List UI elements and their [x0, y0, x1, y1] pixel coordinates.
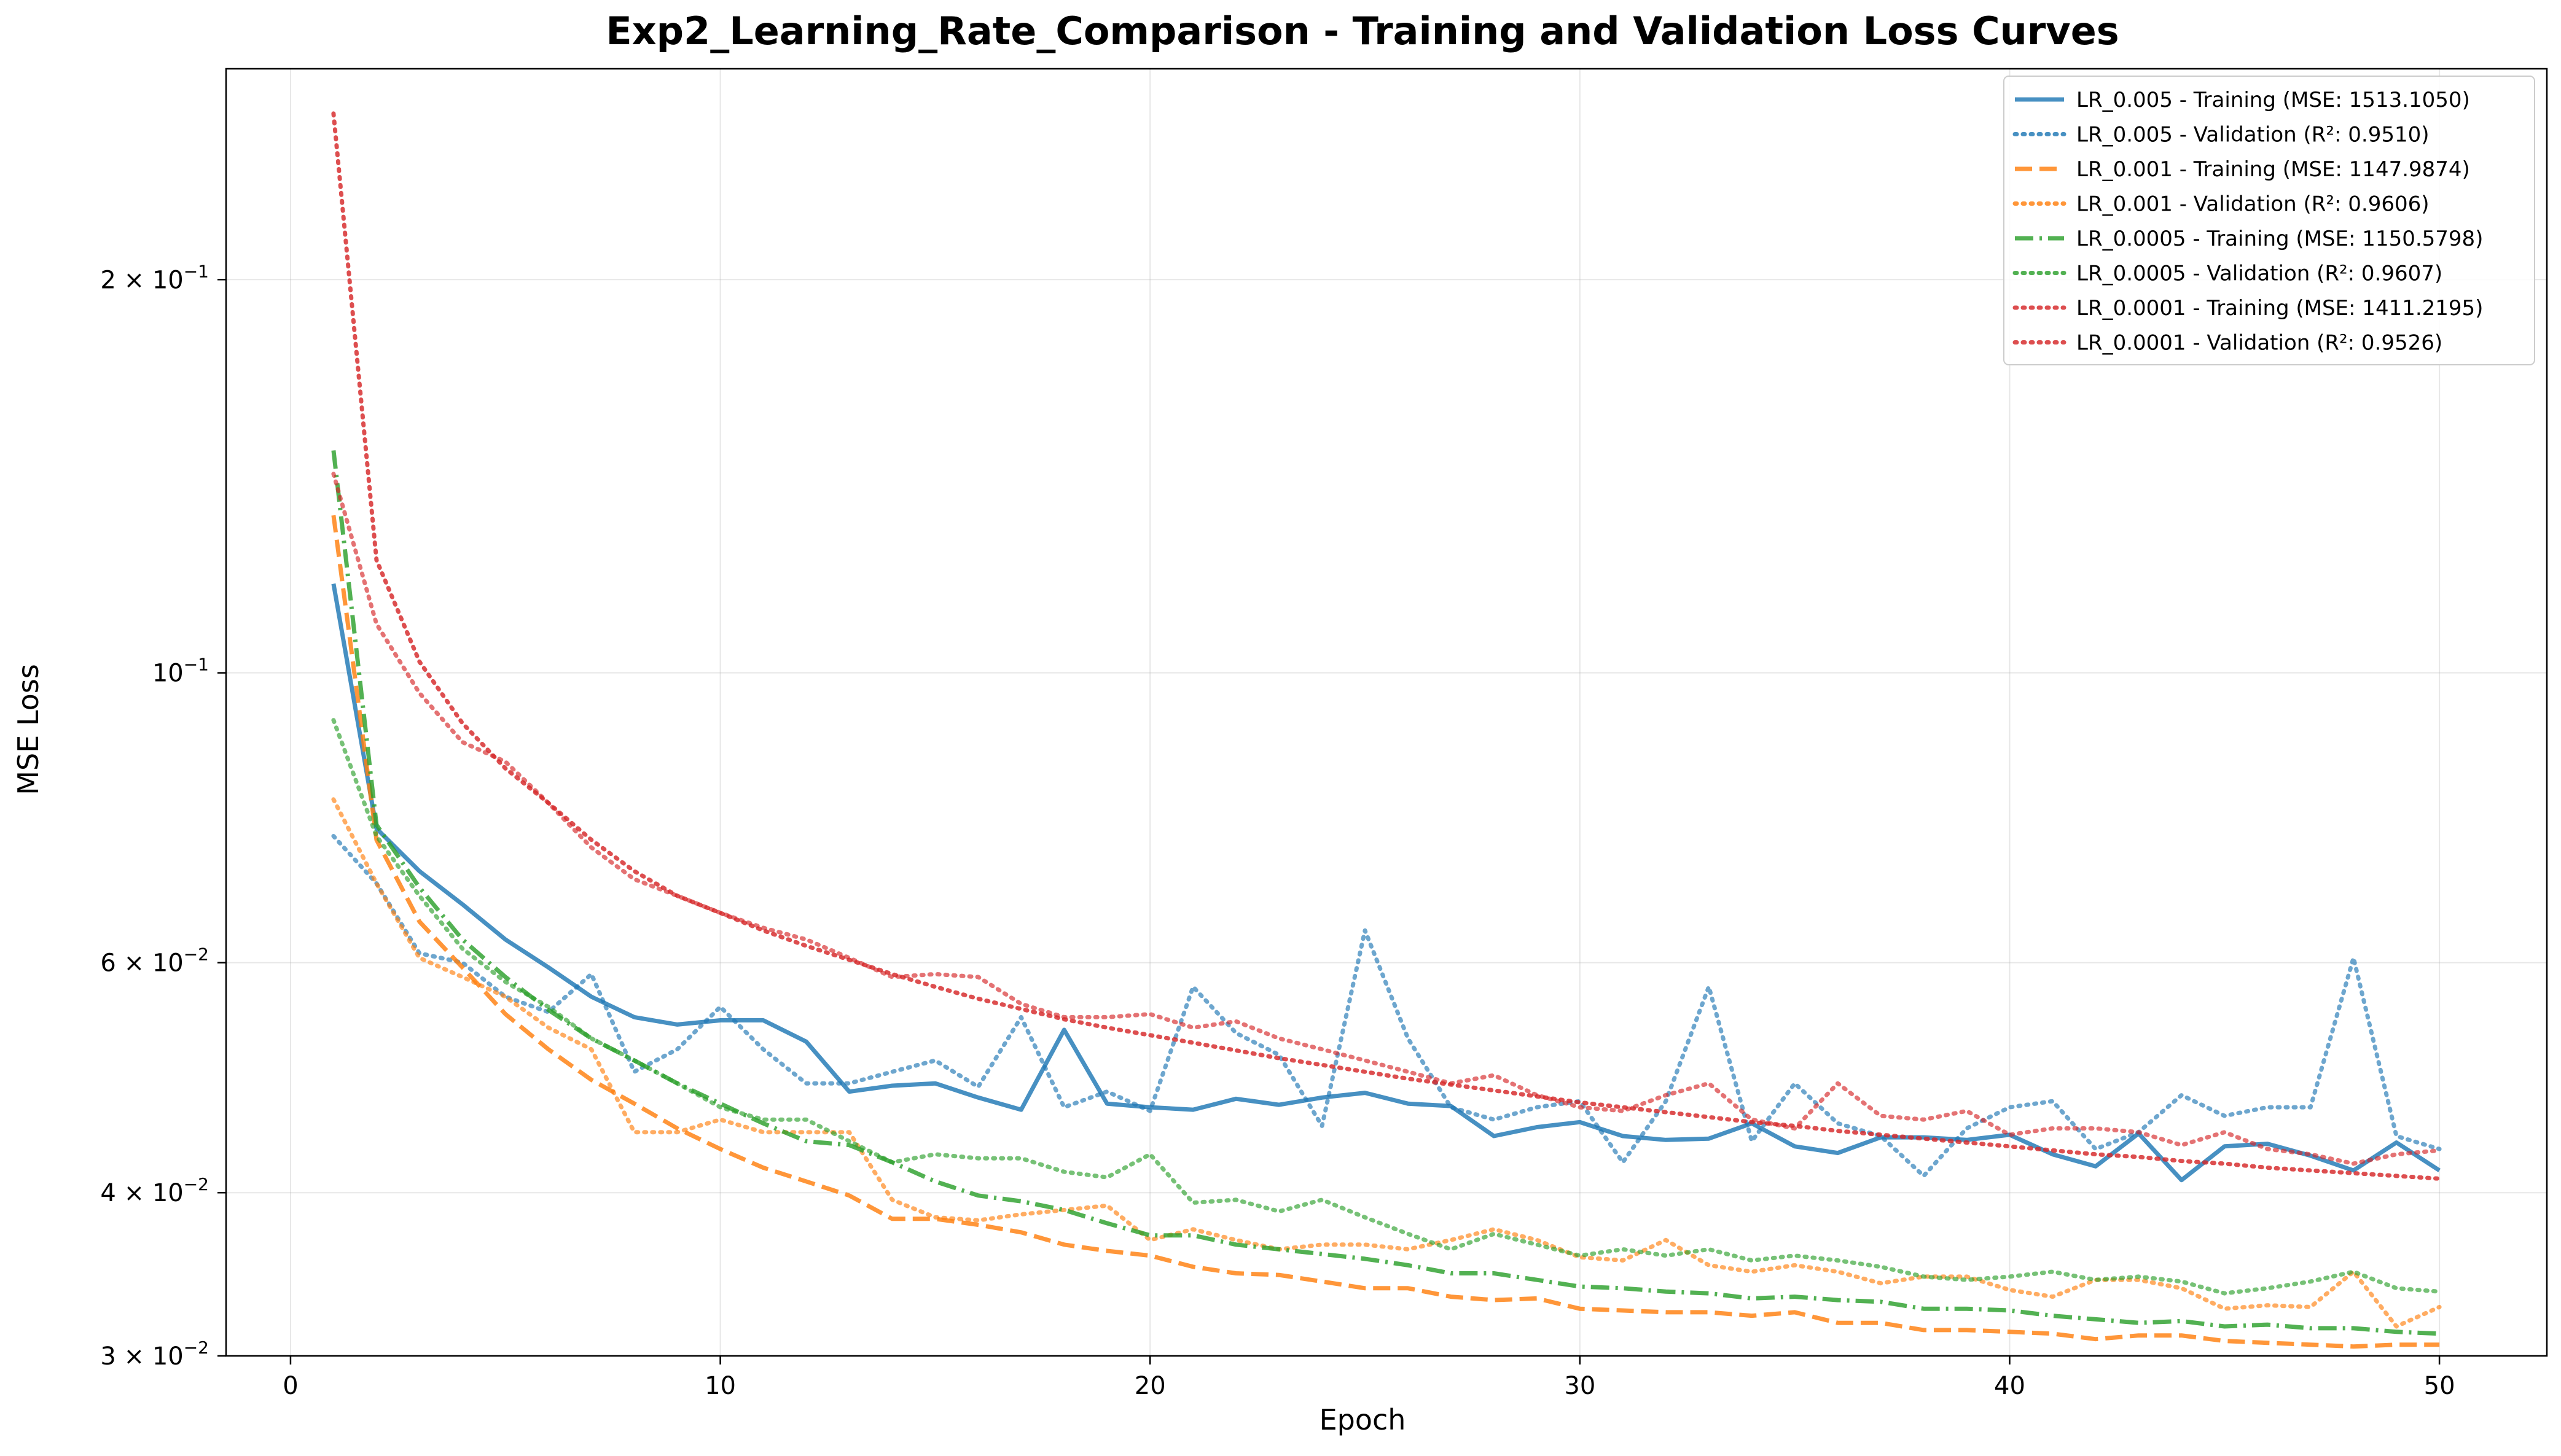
x-tick-label: 20	[1135, 1372, 1166, 1400]
y-tick-label: 2 × 10−1	[100, 261, 209, 294]
legend-label: LR_0.001 - Training (MSE: 1147.9874)	[2076, 157, 2470, 182]
x-tick-label: 30	[1564, 1372, 1595, 1400]
y-tick-exponent: −2	[184, 944, 209, 965]
series-line-8	[331, 472, 2442, 1166]
y-tick-mantissa: 10	[152, 660, 184, 688]
y-tick-mantissa: 4 × 10	[100, 1179, 183, 1207]
legend-label: LR_0.0001 - Training (MSE: 1411.2195)	[2076, 296, 2483, 321]
y-axis-label: MSE Loss	[12, 664, 45, 795]
x-tick-label: 0	[283, 1372, 298, 1400]
y-tick-exponent: −2	[184, 1174, 209, 1194]
series-line-6	[331, 718, 2442, 1296]
legend-label: LR_0.001 - Validation (R²: 0.9606)	[2076, 192, 2430, 217]
y-tick-label: 10−1	[152, 655, 209, 688]
y-tick-exponent: −1	[184, 655, 209, 675]
y-tick-mantissa: 2 × 10	[100, 266, 183, 294]
plot-frame	[225, 68, 2548, 1357]
legend: LR_0.005 - Training (MSE: 1513.1050) LR_0…	[2003, 76, 2535, 365]
y-tick-mantissa: 6 × 10	[100, 949, 183, 978]
y-tick-label: 4 × 10−2	[100, 1174, 209, 1207]
y-tick-mantissa: 3 × 10	[100, 1342, 183, 1371]
series-line-1	[331, 583, 2441, 1183]
legend-label: LR_0.0005 - Validation (R²: 0.9607)	[2076, 262, 2442, 286]
x-axis-label: Epoch	[1320, 1403, 1406, 1436]
series-line-3	[331, 515, 2440, 1349]
x-tick-label: 50	[2424, 1372, 2455, 1400]
legend-box	[2003, 76, 2535, 365]
series-layer	[331, 111, 2442, 1349]
series-line-4	[331, 797, 2442, 1329]
legend-label: LR_0.005 - Training (MSE: 1513.1050)	[2076, 88, 2470, 112]
legend-label: LR_0.0005 - Training (MSE: 1150.5798)	[2076, 227, 2483, 251]
y-tick-label: 6 × 10−2	[100, 944, 209, 978]
y-tick-exponent: −2	[184, 1337, 209, 1358]
y-tick-label: 3 × 10−2	[100, 1337, 209, 1371]
y-tick-exponent: −1	[184, 261, 209, 281]
axis-ticks: 0 10 20 30 40 503 × 10−24 × 10−26 × 10−210−12…	[100, 261, 2455, 1400]
x-tick-label: 10	[705, 1372, 736, 1400]
legend-label: LR_0.005 - Validation (R²: 0.9510)	[2076, 123, 2430, 147]
series-line-2	[331, 834, 2442, 1178]
legend-label: LR_0.0001 - Validation (R²: 0.9526)	[2076, 331, 2442, 356]
x-tick-label: 40	[1994, 1372, 2025, 1400]
chart-title: Exp2_Learning_Rate_Comparison - Training…	[606, 9, 2119, 53]
